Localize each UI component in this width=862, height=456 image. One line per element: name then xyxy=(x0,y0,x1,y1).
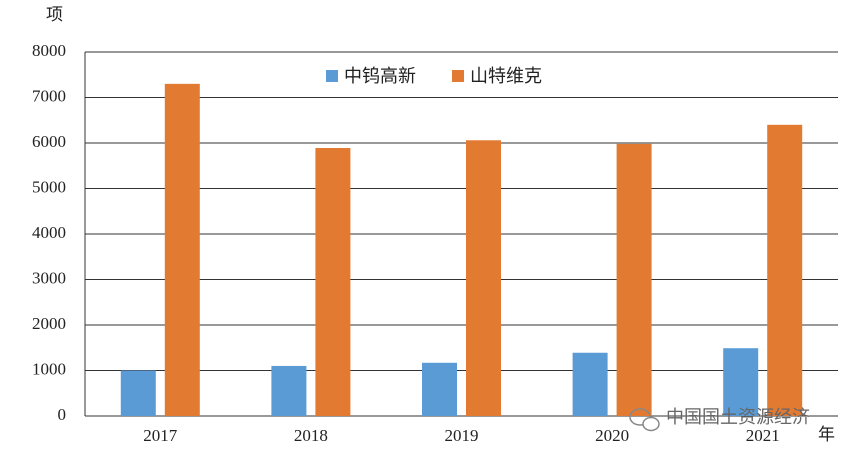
bar xyxy=(315,148,351,416)
y-tick-label: 8000 xyxy=(32,41,66,60)
bar xyxy=(120,370,156,416)
x-tick-label: 2018 xyxy=(294,426,328,445)
y-tick-label: 7000 xyxy=(32,86,66,105)
bar xyxy=(767,124,803,417)
bar xyxy=(466,140,501,416)
y-tick-label: 2000 xyxy=(32,314,66,333)
watermark: 中国国土资源经济 xyxy=(666,407,810,428)
y-tick-label: 3000 xyxy=(32,268,66,287)
y-tick-label: 1000 xyxy=(32,359,66,378)
y-axis-label: 项 xyxy=(46,5,63,24)
bar xyxy=(723,348,759,416)
legend-swatch xyxy=(326,70,338,82)
y-tick-label: 0 xyxy=(58,405,67,424)
x-tick-label: 2017 xyxy=(143,426,178,445)
y-tick-label: 5000 xyxy=(32,177,66,196)
bar xyxy=(271,365,307,416)
bar xyxy=(422,362,457,416)
y-tick-label: 4000 xyxy=(32,223,66,242)
legend-label: 山特维克 xyxy=(470,66,542,87)
x-tick-label: 2019 xyxy=(445,426,479,445)
bar xyxy=(572,352,608,416)
x-axis-label: 年 xyxy=(818,425,835,444)
y-tick-label: 6000 xyxy=(32,132,66,151)
bar xyxy=(164,83,200,416)
x-tick-label: 2020 xyxy=(595,426,629,445)
watermark-icon xyxy=(629,408,660,432)
legend-label: 中钨高新 xyxy=(344,66,416,87)
x-tick-label: 2021 xyxy=(746,426,780,445)
legend-swatch xyxy=(452,70,464,82)
bar xyxy=(616,143,652,416)
